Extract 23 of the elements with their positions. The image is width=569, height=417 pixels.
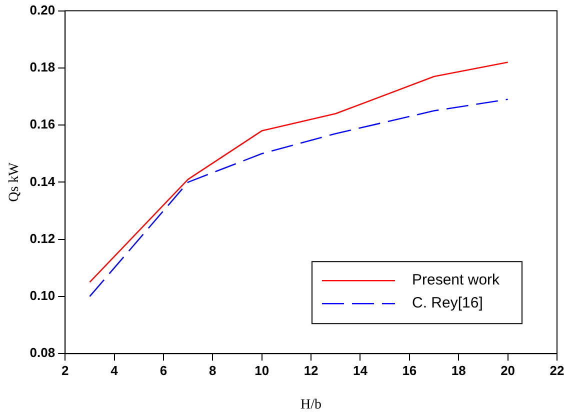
x-tick-label: 22 (550, 362, 564, 378)
x-tick-label: 8 (209, 362, 216, 378)
x-tick-label: 16 (402, 362, 417, 378)
x-tick-label: 18 (451, 362, 466, 378)
x-tick-label: 4 (110, 362, 119, 378)
line-series (89, 98, 508, 298)
y-tick-label: 0.14 (30, 174, 56, 189)
y-tick-label: 0.12 (30, 230, 56, 246)
y-tick-label: 0.16 (30, 116, 56, 132)
legend-label: Present work (412, 272, 500, 289)
y-tick-label: 0.08 (30, 345, 56, 360)
x-tick-label: 14 (353, 362, 368, 378)
y-tick-label: 0.20 (30, 2, 56, 18)
y-tick-label: 0.10 (30, 288, 56, 304)
x-tick-label: 2 (61, 362, 69, 378)
x-tick-label: 6 (160, 362, 168, 378)
legend-label: C. Rey[16] (412, 294, 483, 312)
y-tick-label: 0.18 (30, 60, 56, 75)
x-axis-title: H/b (300, 397, 322, 412)
x-tick-label: 10 (254, 362, 270, 378)
x-tick-label: 12 (304, 362, 318, 378)
x-tick-label: 20 (500, 362, 516, 378)
y-axis-title: Qs kW (7, 162, 22, 202)
